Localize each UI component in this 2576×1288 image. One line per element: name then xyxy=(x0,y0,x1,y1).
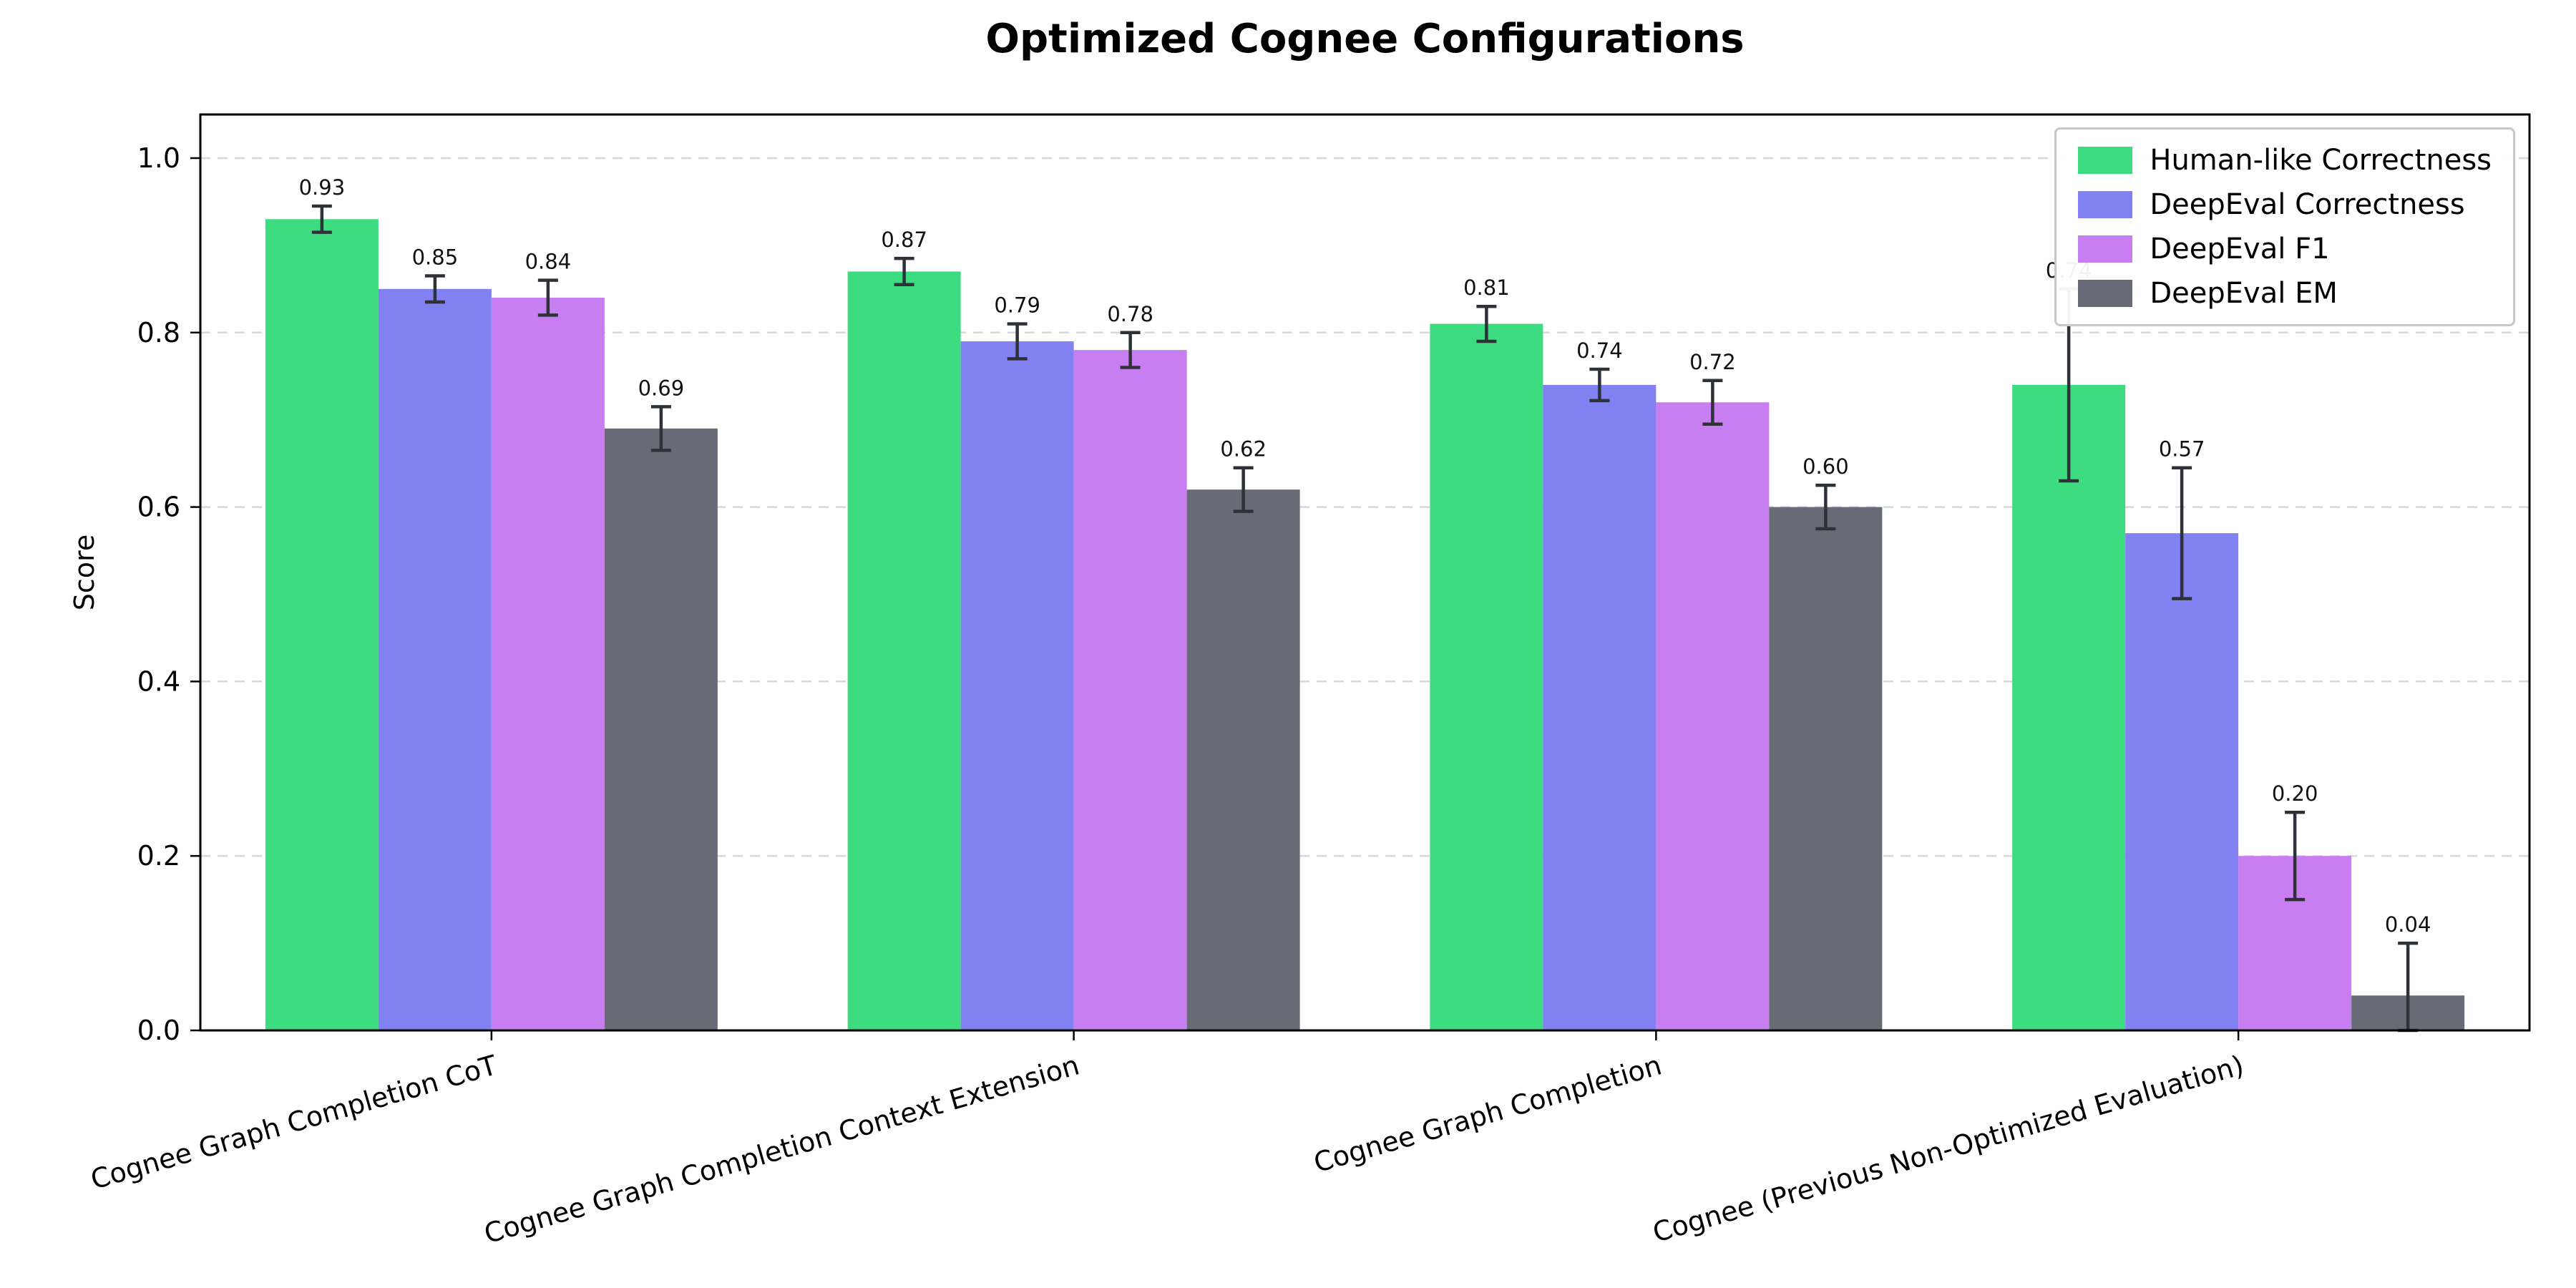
bar-2-1 xyxy=(1073,350,1187,1031)
bar-3-1 xyxy=(1186,489,1300,1030)
y-tick-label: 0.2 xyxy=(137,840,180,872)
bar-value-label: 0.81 xyxy=(1463,275,1510,300)
bar-value-label: 0.72 xyxy=(1689,350,1736,374)
x-tick-label: Cognee Graph Completion CoT xyxy=(87,1049,501,1196)
bar-1-0 xyxy=(378,288,492,1030)
bar-3-0 xyxy=(604,428,718,1030)
x-tick-label: Cognee Graph Completion xyxy=(1310,1049,1665,1179)
bar-value-label: 0.20 xyxy=(2272,781,2318,806)
bar-value-label: 0.57 xyxy=(2159,437,2205,462)
legend-item: DeepEval F1 xyxy=(2078,233,2492,265)
bar-value-label: 0.79 xyxy=(994,293,1040,318)
legend-label: DeepEval F1 xyxy=(2150,233,2330,265)
legend-item: DeepEval EM xyxy=(2078,277,2492,310)
bar-value-label: 0.74 xyxy=(1576,338,1623,363)
bar-1-3 xyxy=(2125,533,2239,1030)
y-tick-label: 0.0 xyxy=(137,1015,180,1046)
plot-border xyxy=(199,113,2531,1032)
x-tick-label: Cognee Graph Completion Context Extensio… xyxy=(481,1049,1083,1249)
bar-value-label: 0.60 xyxy=(1802,454,1849,479)
legend-swatch xyxy=(2078,191,2133,218)
bar-2-2 xyxy=(1656,402,1770,1030)
bar-3-2 xyxy=(1769,507,1883,1030)
legend-label: DeepEval Correctness xyxy=(2150,188,2465,221)
bar-value-label: 0.87 xyxy=(881,228,927,252)
y-tick-label: 0.6 xyxy=(137,492,180,523)
bar-0-0 xyxy=(265,219,379,1031)
bar-value-label: 0.93 xyxy=(299,175,346,200)
bar-value-label: 0.04 xyxy=(2385,912,2431,937)
bar-value-label: 0.78 xyxy=(1107,302,1153,326)
bar-0-3 xyxy=(2012,384,2126,1030)
bar-value-label: 0.69 xyxy=(638,376,685,400)
bar-value-label: 0.85 xyxy=(412,245,459,270)
y-tick-label: 0.4 xyxy=(137,665,180,697)
bar-2-0 xyxy=(491,298,605,1030)
legend-item: DeepEval Correctness xyxy=(2078,188,2492,221)
legend-swatch xyxy=(2078,235,2133,263)
bar-0-1 xyxy=(847,271,961,1030)
y-tick-label: 1.0 xyxy=(137,142,180,174)
legend-swatch xyxy=(2078,147,2133,174)
legend-swatch xyxy=(2078,280,2133,307)
chart-title: Optimized Cognee Configurations xyxy=(985,16,1745,62)
legend: Human-like Correctness DeepEval Correctne… xyxy=(2054,127,2515,326)
bar-1-2 xyxy=(1543,384,1657,1030)
legend-item: Human-like Correctness xyxy=(2078,144,2492,177)
bar-value-label: 0.84 xyxy=(525,250,572,274)
y-tick-label: 0.8 xyxy=(137,317,180,348)
bar-value-label: 0.62 xyxy=(1220,437,1267,462)
bar-1-1 xyxy=(960,341,1074,1030)
legend-label: Human-like Correctness xyxy=(2150,144,2492,177)
x-tick-label: Cognee (Previous Non-Optimized Evaluatio… xyxy=(1649,1049,2248,1248)
legend-label: DeepEval EM xyxy=(2150,277,2338,310)
bar-0-2 xyxy=(1430,323,1543,1031)
